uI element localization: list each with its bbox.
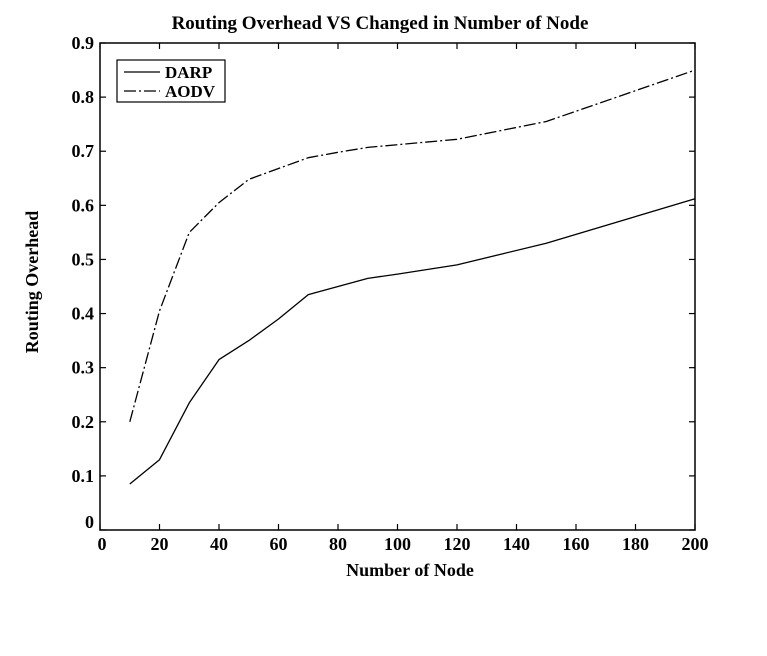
plot-area-frame xyxy=(99,42,696,531)
y-axis: 0 0.1 0.2 0.3 0.4 0.5 0.6 0.7 0.8 0.9 xyxy=(72,33,695,532)
x-tick-label: 80 xyxy=(329,534,347,554)
y-axis-label: Routing Overhead xyxy=(22,211,42,354)
y-tick-label: 0 xyxy=(85,512,94,532)
chart-title: Routing Overhead VS Changed in Number of… xyxy=(172,13,589,34)
legend-label-aodv: AODV xyxy=(165,82,216,101)
y-tick-label: 0.5 xyxy=(72,249,95,269)
x-tick-label: 120 xyxy=(444,534,471,554)
legend-label-darp: DARP xyxy=(165,63,212,82)
x-tick-label: 60 xyxy=(270,534,288,554)
y-tick-label: 0.4 xyxy=(72,304,95,324)
series-line-darp xyxy=(129,198,696,485)
x-tick-label: 180 xyxy=(622,534,649,554)
x-axis-label: Number of Node xyxy=(346,560,474,580)
legend: DARP AODV xyxy=(116,59,226,103)
x-tick-label: 0 xyxy=(98,534,107,554)
x-tick-label: 20 xyxy=(151,534,169,554)
y-tick-label: 0.2 xyxy=(72,412,95,432)
x-axis: 0 20 40 60 80 100 120 140 160 180 200 xyxy=(98,43,709,554)
y-tick-label: 0.1 xyxy=(72,466,95,486)
y-tick-label: 0.6 xyxy=(72,195,95,215)
x-tick-label: 160 xyxy=(563,534,590,554)
legend-box xyxy=(116,59,226,103)
y-tick-label: 0.3 xyxy=(72,358,95,378)
series-layer xyxy=(129,69,696,485)
x-tick-label: 200 xyxy=(682,534,709,554)
y-tick-label: 0.7 xyxy=(72,141,95,161)
y-tick-label: 0.9 xyxy=(72,33,95,53)
x-tick-label: 100 xyxy=(384,534,411,554)
series-line-aodv xyxy=(129,69,696,422)
x-tick-label: 140 xyxy=(503,534,530,554)
x-tick-label: 40 xyxy=(210,534,228,554)
y-tick-label: 0.8 xyxy=(72,87,95,107)
